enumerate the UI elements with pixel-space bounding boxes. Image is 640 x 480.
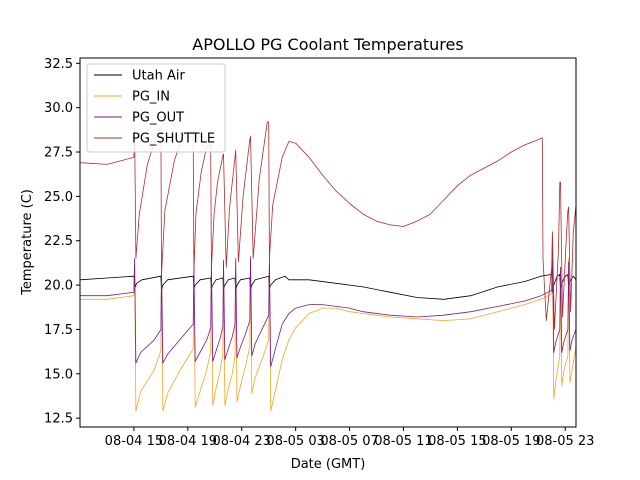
series-line-utah-air: [80, 273, 576, 300]
x-tick-label: 08-04 15: [105, 434, 163, 449]
legend: Utah Air PG_IN PG_OUT PG_SHUTTLE: [86, 63, 226, 153]
y-tick-label: 32.5: [44, 57, 73, 72]
x-axis-label: Date (GMT): [291, 457, 366, 472]
y-axis-label: Temperature (C): [20, 189, 35, 296]
y-tick-label: 20.0: [44, 279, 73, 294]
x-tick-label: 08-05 19: [482, 434, 540, 449]
x-tick-label: 08-05 07: [320, 434, 378, 449]
x-tick-label: 08-04 19: [159, 434, 217, 449]
legend-box: [86, 63, 226, 153]
y-tick-label: 15.0: [44, 367, 73, 382]
legend-label-pg-out: PG_OUT: [132, 111, 184, 126]
x-tick-label: 08-05 23: [536, 434, 594, 449]
legend-label-pg-in: PG_IN: [132, 90, 170, 105]
x-tick-label: 08-05 15: [428, 434, 486, 449]
chart-title: APOLLO PG Coolant Temperatures: [192, 35, 463, 54]
y-tick-label: 25.0: [44, 190, 73, 205]
legend-label-pg-shuttle: PG_SHUTTLE: [132, 132, 215, 147]
axes-frame: [79, 57, 577, 428]
x-tick-label: 08-05 03: [266, 434, 324, 449]
y-tick-label: 30.0: [44, 101, 73, 116]
legend-label-utah-air: Utah Air: [132, 69, 185, 84]
y-tick-label: 17.5: [44, 323, 73, 338]
y-tick-label: 27.5: [44, 146, 73, 161]
y-tick-label: 22.5: [44, 234, 73, 249]
y-tick-label: 12.5: [44, 412, 73, 427]
y-axis: 12.5 15.0 17.5 20.0 22.5 25.0 27.5 30.0 32.5: [44, 57, 80, 427]
x-tick-label: 08-04 23: [213, 434, 271, 449]
x-tick-label: 08-05 11: [374, 434, 432, 449]
